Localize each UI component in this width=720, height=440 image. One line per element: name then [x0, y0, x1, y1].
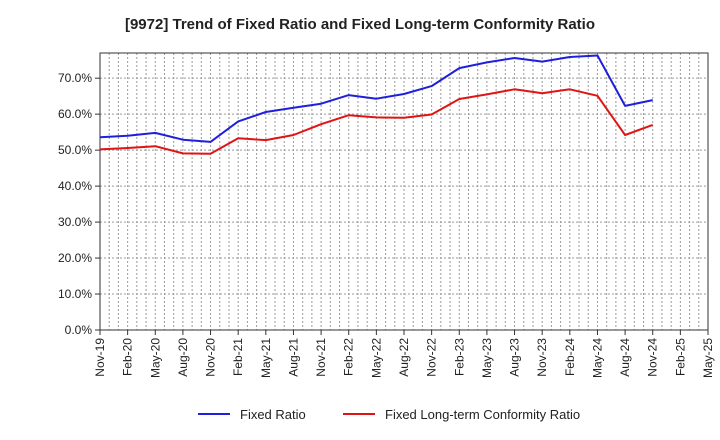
x-tick-label: Feb-21: [231, 338, 245, 376]
series-line: [99, 54, 653, 143]
x-tick-label: May-22: [369, 338, 383, 378]
x-tick-label: Feb-22: [342, 338, 356, 376]
x-tick-label: Aug-22: [397, 338, 411, 377]
y-tick-label: 20.0%: [58, 251, 92, 265]
x-tick-label: Nov-19: [93, 338, 107, 377]
y-tick-label: 30.0%: [58, 215, 92, 229]
chart-title: [9972] Trend of Fixed Ratio and Fixed Lo…: [124, 16, 596, 33]
axes: 0.0% 10.0% 20.0% 30.0% 40.0% 50.0% 60.0% 70.0% N…: [58, 52, 715, 378]
x-tick-label: Feb-25: [673, 338, 687, 376]
x-tick-label: Aug-20: [176, 338, 190, 377]
y-tick-label: 0.0%: [65, 323, 93, 337]
legend: Fixed Ratio Fixed Long-term Conformity Ra…: [198, 407, 580, 422]
x-tick-label: May-23: [480, 338, 494, 378]
x-tick-label: May-24: [590, 338, 604, 378]
x-tick-label: Nov-24: [646, 338, 660, 377]
y-tick-label: 40.0%: [58, 179, 92, 193]
legend-label: Fixed Ratio: [240, 407, 306, 422]
x-tick-label: May-21: [259, 338, 273, 378]
x-tick-label: Aug-23: [508, 338, 522, 377]
x-tick-label: May-25: [701, 338, 715, 378]
y-tick-label: 70.0%: [58, 71, 92, 85]
x-tick-label: Feb-23: [452, 338, 466, 376]
y-tick-label: 10.0%: [58, 287, 92, 301]
y-tick-label: 60.0%: [58, 107, 92, 121]
x-tick-label: May-20: [148, 338, 162, 378]
x-tick-label: Nov-21: [314, 338, 328, 377]
series-line: [99, 88, 654, 155]
series-lines: [99, 54, 654, 155]
x-tick-label: Feb-20: [121, 338, 135, 376]
x-tick-label: Aug-21: [286, 338, 300, 377]
x-tick-label: Nov-22: [425, 338, 439, 377]
x-tick-label: Feb-24: [563, 338, 577, 376]
y-tick-label: 50.0%: [58, 143, 92, 157]
plot-frame: [99, 52, 709, 331]
legend-label: Fixed Long-term Conformity Ratio: [385, 407, 580, 422]
x-tick-label: Nov-20: [204, 338, 218, 377]
x-tick-label: Aug-24: [618, 338, 632, 377]
x-tick-label: Nov-23: [535, 338, 549, 377]
